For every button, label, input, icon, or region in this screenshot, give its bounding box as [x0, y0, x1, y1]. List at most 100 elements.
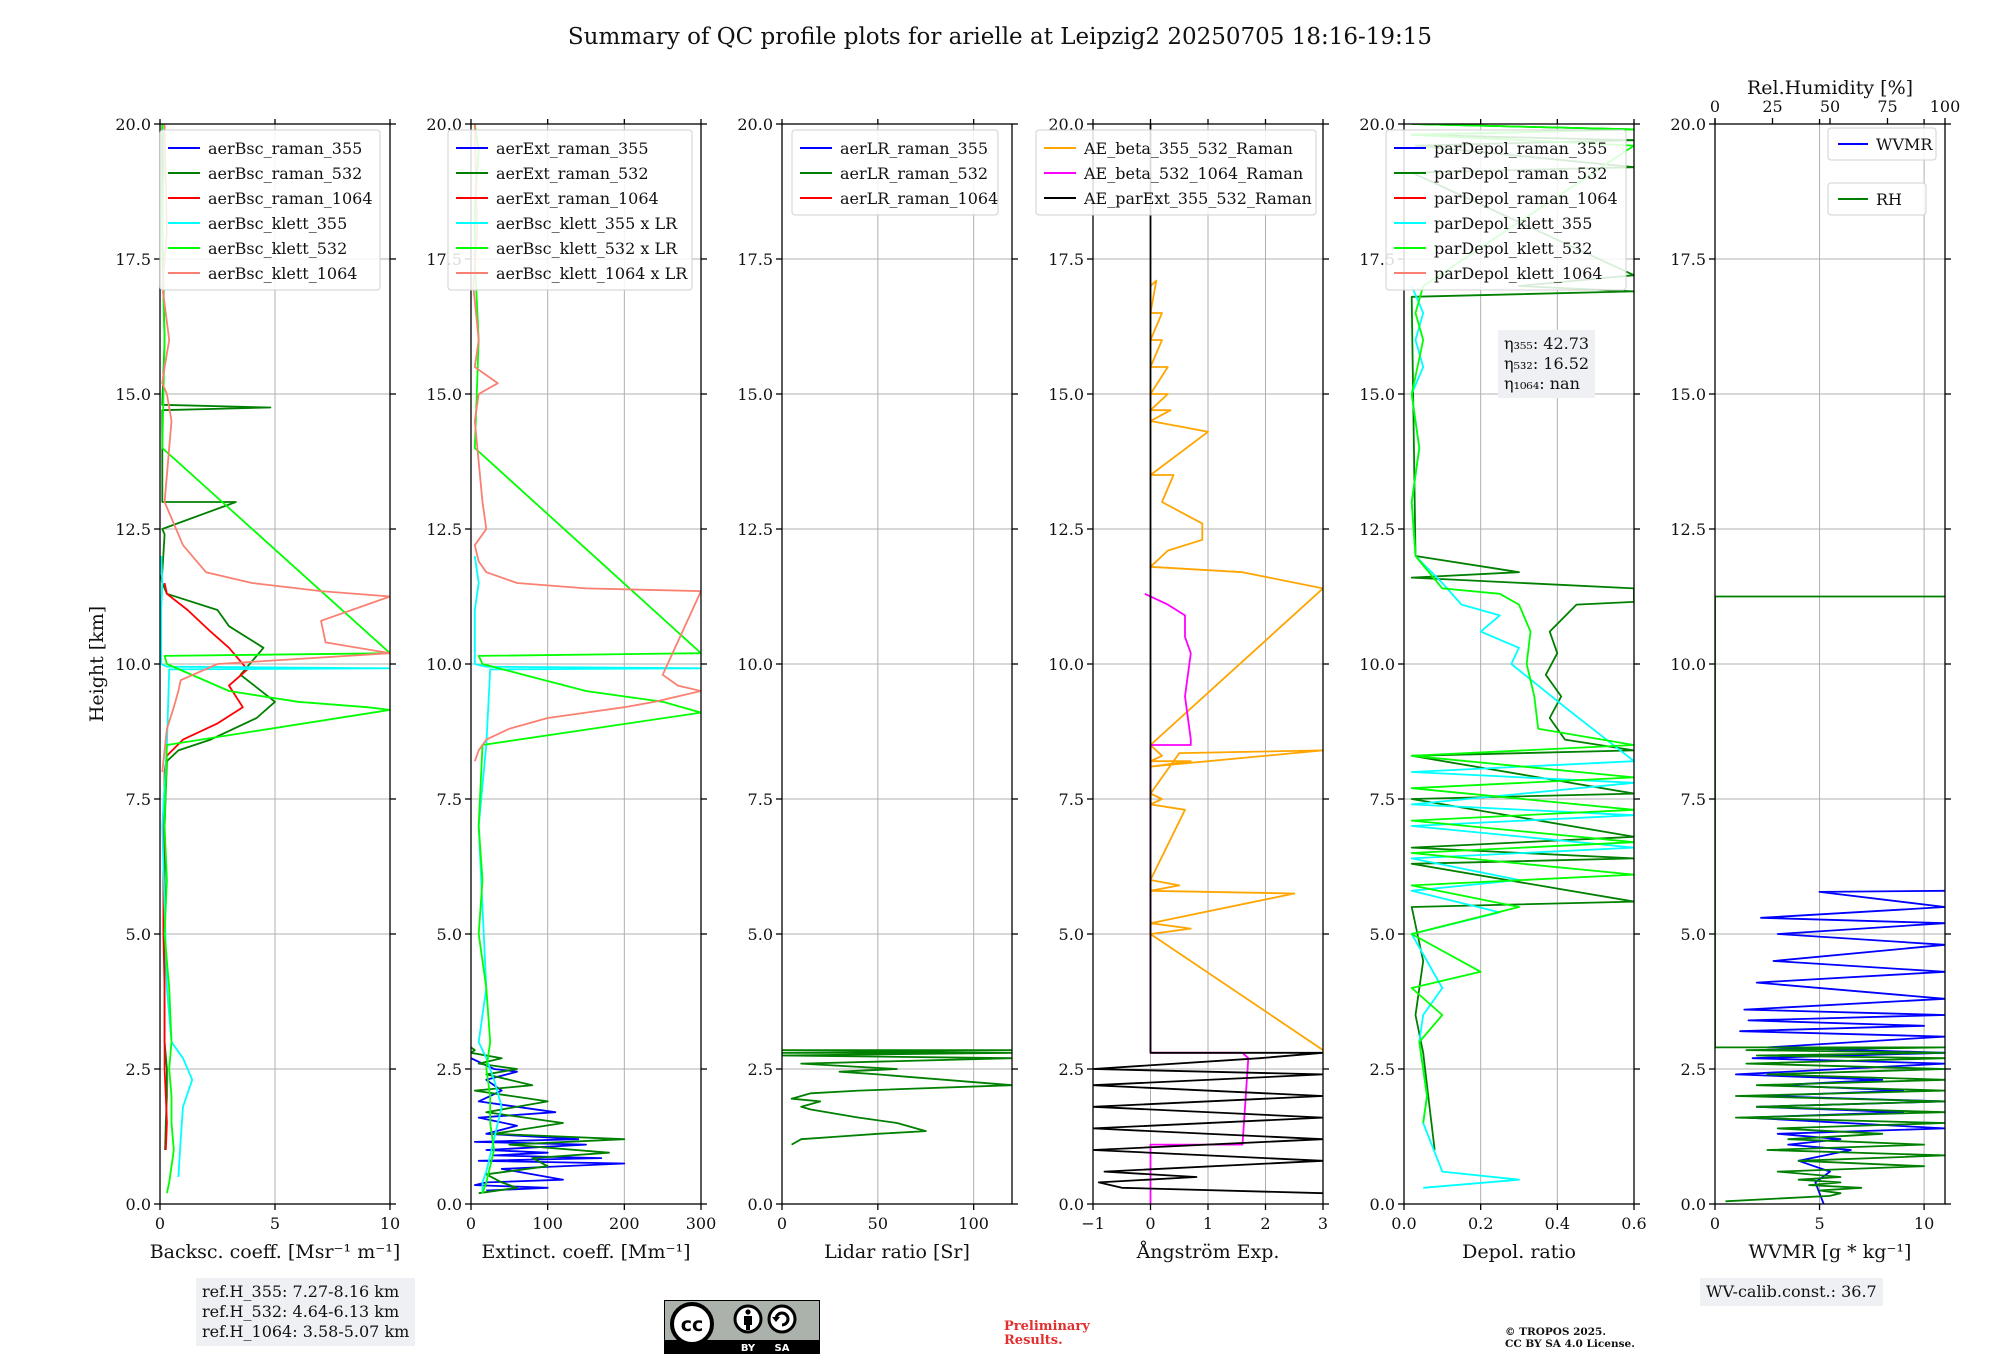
top-xtick-label: 25: [1762, 97, 1782, 116]
series-group: [1715, 595, 1945, 1204]
ytick-label: 7.5: [437, 790, 462, 809]
eta-calibration-box: η₃₅₅: 42.73 η₅₃₂: 16.52 η₁₀₆₄: nan: [1498, 330, 1596, 398]
legend-box: [159, 129, 381, 291]
ytick-label: 15.0: [115, 385, 151, 404]
copyright-line-2: CC BY SA 4.0 License.: [1505, 1338, 1635, 1350]
x-axis-label: Backsc. coeff. [Msr⁻¹ m⁻¹]: [150, 1241, 401, 1263]
attribution-icon: [744, 1309, 752, 1330]
legend-label-aerext-raman-532: aerExt_raman_532: [496, 164, 649, 183]
legend-label-aerbsc-klett-1064-x-lr: aerBsc_klett_1064 x LR: [496, 264, 688, 283]
ytick-label: 20.0: [737, 115, 773, 134]
ytick-label: 20.0: [426, 115, 462, 134]
series-aerext-raman-532: [471, 1046, 626, 1195]
series-pardepol-klett-532: [1410, 124, 1634, 1124]
ytick-label: 10.0: [1048, 655, 1084, 674]
preliminary-line-1: Preliminary: [1004, 1319, 1090, 1334]
legend-label-pardepol-klett-355: parDepol_klett_355: [1434, 214, 1592, 233]
legend: parDepol_raman_355 parDepol_raman_532 parD…: [1385, 129, 1627, 291]
xtick-label: 0: [155, 1214, 165, 1233]
ytick-label: 0.0: [1681, 1195, 1706, 1214]
ytick-label: 10.0: [737, 655, 773, 674]
ref-height-532: ref.H_532: 4.64-6.13 km: [202, 1302, 400, 1321]
xtick-label: 10: [1914, 1214, 1934, 1233]
eta-532: η₅₃₂: 16.52: [1504, 354, 1590, 373]
grid: [1092, 123, 1324, 1205]
top-xtick-label: 75: [1877, 97, 1897, 116]
legend-label-aerlr-raman-355: aerLR_raman_355: [840, 139, 988, 158]
ytick-label: 17.5: [115, 250, 151, 269]
legend-box: [1827, 182, 1927, 216]
ytick-label: 0.0: [1370, 1195, 1395, 1214]
xtick-label: 5: [1814, 1214, 1824, 1233]
grid: [781, 123, 1012, 1205]
series-ae-beta-355-532-raman: [1149, 279, 1323, 1051]
legend: WVMR RH: [1827, 127, 1937, 216]
legend-label-aerbsc-klett-355-x-lr: aerBsc_klett_355 x LR: [496, 214, 678, 233]
legend-label-aerbsc-klett-1064: aerBsc_klett_1064: [208, 264, 357, 283]
ytick-label: 0.0: [437, 1195, 462, 1214]
ytick-label: 10.0: [426, 655, 462, 674]
legend-box: [1385, 129, 1627, 291]
legend-label-pardepol-raman-355: parDepol_raman_355: [1434, 139, 1607, 158]
ytick-label: 17.5: [1670, 250, 1706, 269]
cc-sa-label: SA: [775, 1343, 790, 1354]
series-aerbsc-klett-532: [161, 124, 390, 1194]
ytick-label: 5.0: [437, 925, 462, 944]
ytick-label: 5.0: [1370, 925, 1395, 944]
xtick-label: 0.0: [1391, 1214, 1416, 1233]
ytick-label: 12.5: [737, 520, 773, 539]
legend-label-ae-beta-355-532-raman: AE_beta_355_532_Raman: [1083, 139, 1293, 158]
legend-label-aerlr-raman-532: aerLR_raman_532: [840, 164, 988, 183]
panel-lidar-ratio: 0.0 2.5 5.0 7.5 10.0 12.5 15.0 17.5 20.0 0 50 100 Li…: [737, 115, 1018, 1263]
x-axis-label: Depol. ratio: [1462, 1241, 1576, 1263]
legend-label-pardepol-klett-532: parDepol_klett_532: [1434, 239, 1592, 258]
ytick-label: 15.0: [1048, 385, 1084, 404]
series-group: [782, 1049, 1012, 1146]
ytick-label: 7.5: [126, 790, 151, 809]
series-aerbsc-klett-1064: [161, 124, 390, 773]
wv-calibration-box: WV-calib.const.: 36.7: [1700, 1278, 1883, 1306]
panel-extinction: 0.02.55.07.510.012.515.017.520.00 100 200 3…: [426, 115, 716, 1263]
ytick-label: 20.0: [1048, 115, 1084, 134]
ytick-label: 10.0: [115, 655, 151, 674]
xtick-label: 5: [270, 1214, 280, 1233]
xtick-label: 0.6: [1621, 1214, 1646, 1233]
preliminary-results-label: Preliminary Results.: [1004, 1320, 1090, 1348]
series-aerbsc-klett-1064-x-lr: [472, 124, 701, 762]
ytick-label: 17.5: [1048, 250, 1084, 269]
preliminary-line-2: Results.: [1004, 1333, 1063, 1348]
top-xtick-label: 100: [1930, 97, 1961, 116]
xtick-label: 1: [1203, 1214, 1213, 1233]
legend-label-wvmr: WVMR: [1876, 135, 1933, 154]
x-axis-label: WVMR [g * kg⁻¹]: [1749, 1241, 1912, 1263]
series-ae-beta-532-1064-raman: [1144, 592, 1250, 1204]
ytick-label: 12.5: [426, 520, 462, 539]
cc-logo-text: cc: [681, 1314, 704, 1336]
xtick-label: 0: [1710, 1214, 1720, 1233]
legend-label-pardepol-raman-532: parDepol_raman_532: [1434, 164, 1607, 183]
series-group: [1093, 124, 1323, 1204]
panel-backscatter: 0.0 2.5 5.0 7.5 10.0 12.5 15.0 17.5 20.0 0 5 10 Back…: [86, 115, 400, 1263]
legend-label-aerbsc-raman-355: aerBsc_raman_355: [208, 139, 362, 158]
legend-label-aerlr-raman-1064: aerLR_raman_1064: [840, 189, 998, 208]
ytick-label: 2.5: [748, 1060, 773, 1079]
legend-label-rh: RH: [1876, 190, 1902, 209]
legend: AE_beta_355_532_Raman AE_beta_532_1064_Ra…: [1035, 129, 1317, 216]
ytick-label: 0.0: [1059, 1195, 1084, 1214]
series-aerbsc-klett-355-x-lr: [473, 555, 701, 1194]
legend-box: [447, 129, 693, 291]
ytick-label: 2.5: [126, 1060, 151, 1079]
ytick-label: 12.5: [1670, 520, 1706, 539]
xtick-label: 200: [609, 1214, 640, 1233]
legend-label-aerbsc-klett-532: aerBsc_klett_532: [208, 239, 347, 258]
legend: aerExt_raman_355 aerExt_raman_532 aerExt_r…: [447, 129, 693, 291]
x-axis-label: Lidar ratio [Sr]: [824, 1241, 970, 1263]
ytick-label: 5.0: [1681, 925, 1706, 944]
ytick-label: 5.0: [126, 925, 151, 944]
ytick-label: 20.0: [1670, 115, 1706, 134]
legend-label-aerbsc-klett-532-x-lr: aerBsc_klett_532 x LR: [496, 239, 678, 258]
ytick-label: 7.5: [1059, 790, 1084, 809]
ytick-label: 20.0: [115, 115, 151, 134]
copyright-line-1: © TROPOS 2025.: [1505, 1326, 1607, 1338]
cc-by-label: BY: [741, 1343, 756, 1354]
